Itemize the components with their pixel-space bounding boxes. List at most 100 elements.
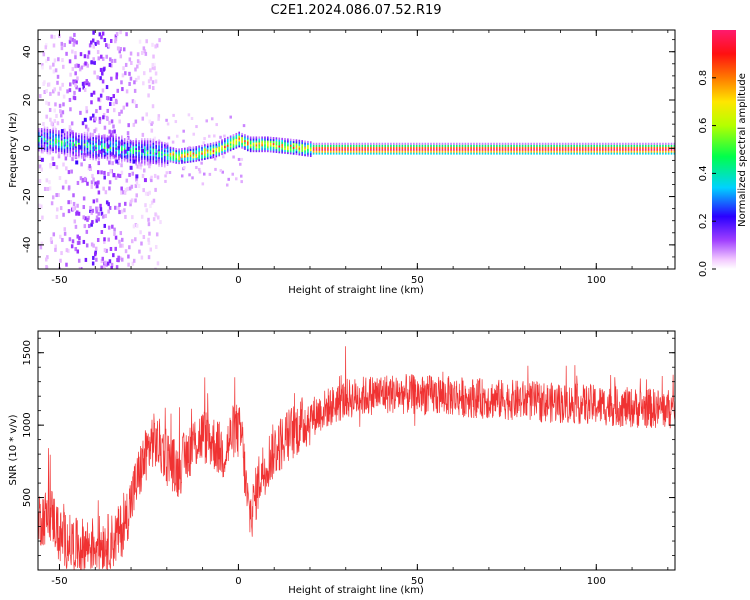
ridge-cell xyxy=(229,139,232,142)
ridge-cell xyxy=(244,147,246,150)
ridge-cell xyxy=(289,150,292,153)
ridge-cell xyxy=(175,153,178,157)
ridge-cell xyxy=(158,145,160,148)
heatmap-cell xyxy=(126,186,129,191)
ridge-cell xyxy=(143,140,146,143)
ridge-cell xyxy=(112,156,115,159)
heatmap-cell xyxy=(187,113,191,117)
ridge-cell xyxy=(100,154,103,157)
ridge-cell xyxy=(415,144,418,147)
ridge-cell xyxy=(129,155,132,158)
heatmap-cell xyxy=(152,54,155,59)
ridge-cell xyxy=(163,163,166,166)
ridge-cell xyxy=(269,148,272,151)
heatmap-cell xyxy=(148,190,151,195)
heatmap-cell xyxy=(38,203,41,208)
ridge-cell xyxy=(370,142,372,145)
ridge-cell xyxy=(215,143,218,146)
heatmap-cell xyxy=(96,153,99,158)
heatmap-cell xyxy=(112,108,116,113)
ridge-cell xyxy=(209,142,212,146)
ridge-cell xyxy=(126,160,129,163)
ridge-cell xyxy=(66,146,69,150)
ridge-cell xyxy=(163,161,166,164)
ridge-cell xyxy=(109,152,112,155)
ridge-cell xyxy=(209,152,212,155)
ridge-cell xyxy=(189,154,192,157)
ridge-cell xyxy=(433,152,435,155)
ridge-cell xyxy=(521,146,524,149)
ridge-cell xyxy=(367,142,369,145)
ridge-cell xyxy=(498,152,501,155)
ridge-cell xyxy=(478,144,481,147)
heatmap-cell xyxy=(97,180,100,185)
ridge-cell xyxy=(258,149,261,153)
ridge-cell xyxy=(121,160,123,163)
ridge-cell xyxy=(158,141,160,144)
heatmap-cell xyxy=(134,198,137,203)
ridge-cell xyxy=(321,144,324,147)
heatmap-cell xyxy=(174,120,178,124)
ridge-cell xyxy=(238,143,241,146)
ridge-cell xyxy=(324,152,326,155)
ridge-cell xyxy=(195,151,198,155)
ridge-cell xyxy=(309,154,312,158)
ridge-cell xyxy=(547,144,550,147)
ridge-cell xyxy=(52,146,54,150)
ridge-cell xyxy=(361,150,364,153)
heatmap-cell xyxy=(61,82,64,87)
ridge-cell xyxy=(135,161,137,164)
heatmap-cell xyxy=(108,62,112,67)
ridge-cell xyxy=(510,146,512,149)
ridge-cell xyxy=(121,145,123,148)
ridge-cell xyxy=(544,146,547,149)
heatmap-cell xyxy=(109,96,113,101)
ridge-cell xyxy=(644,148,647,151)
ridge-cell xyxy=(653,150,656,153)
ridge-scatter-cell xyxy=(83,117,87,122)
ridge-cell xyxy=(516,146,518,149)
heatmap-cell xyxy=(140,241,143,246)
heatmap-cell xyxy=(147,240,151,245)
heatmap-cell xyxy=(136,64,139,69)
heatmap-cell xyxy=(82,196,86,201)
ridge-cell xyxy=(327,150,329,153)
heatmap-cell xyxy=(63,227,67,232)
heatmap-cell xyxy=(84,124,88,129)
heatmap-cell xyxy=(111,161,114,166)
ridge-cell xyxy=(390,150,392,153)
ridge-cell xyxy=(427,146,429,149)
heatmap-cell xyxy=(138,164,141,169)
ridge-cell xyxy=(581,146,584,149)
ridge-cell xyxy=(301,140,303,143)
heatmap-cell xyxy=(41,63,44,68)
ridge-cell xyxy=(556,152,558,155)
heatmap-cell xyxy=(79,52,83,57)
ridge-cell xyxy=(332,144,335,147)
ridge-cell xyxy=(38,143,40,146)
heatmap-cell xyxy=(114,175,118,180)
ridge-cell xyxy=(184,153,186,156)
ridge-cell xyxy=(72,134,74,137)
heatmap-cell xyxy=(113,58,117,63)
heatmap-cell xyxy=(105,115,109,120)
ridge-cell xyxy=(507,144,510,147)
ridge-cell xyxy=(224,147,226,150)
heatmap-cell xyxy=(52,69,56,74)
ridge-cell xyxy=(249,148,252,151)
heatmap-cell xyxy=(103,125,107,130)
ridge-cell xyxy=(269,140,272,143)
ridge-cell xyxy=(593,144,596,147)
ridge-cell xyxy=(653,152,656,155)
ridge-cell xyxy=(464,146,467,149)
heatmap-cell xyxy=(150,122,153,126)
ridge-cell xyxy=(398,148,401,151)
ridge-cell xyxy=(112,150,115,153)
ridge-cell xyxy=(407,152,409,155)
ridge-cell xyxy=(272,142,275,146)
ridge-cell xyxy=(650,148,653,151)
ridge-cell xyxy=(344,142,346,145)
ridge-cell xyxy=(43,145,46,148)
heatmap-cell xyxy=(150,179,153,183)
ridge-cell xyxy=(238,135,241,138)
